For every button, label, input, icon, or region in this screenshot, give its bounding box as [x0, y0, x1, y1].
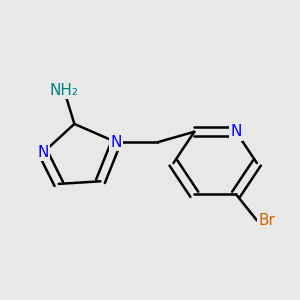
- Text: Br: Br: [258, 213, 275, 228]
- Text: N: N: [38, 145, 49, 160]
- Text: NH₂: NH₂: [50, 82, 79, 98]
- Text: N: N: [110, 135, 122, 150]
- Text: N: N: [230, 124, 242, 139]
